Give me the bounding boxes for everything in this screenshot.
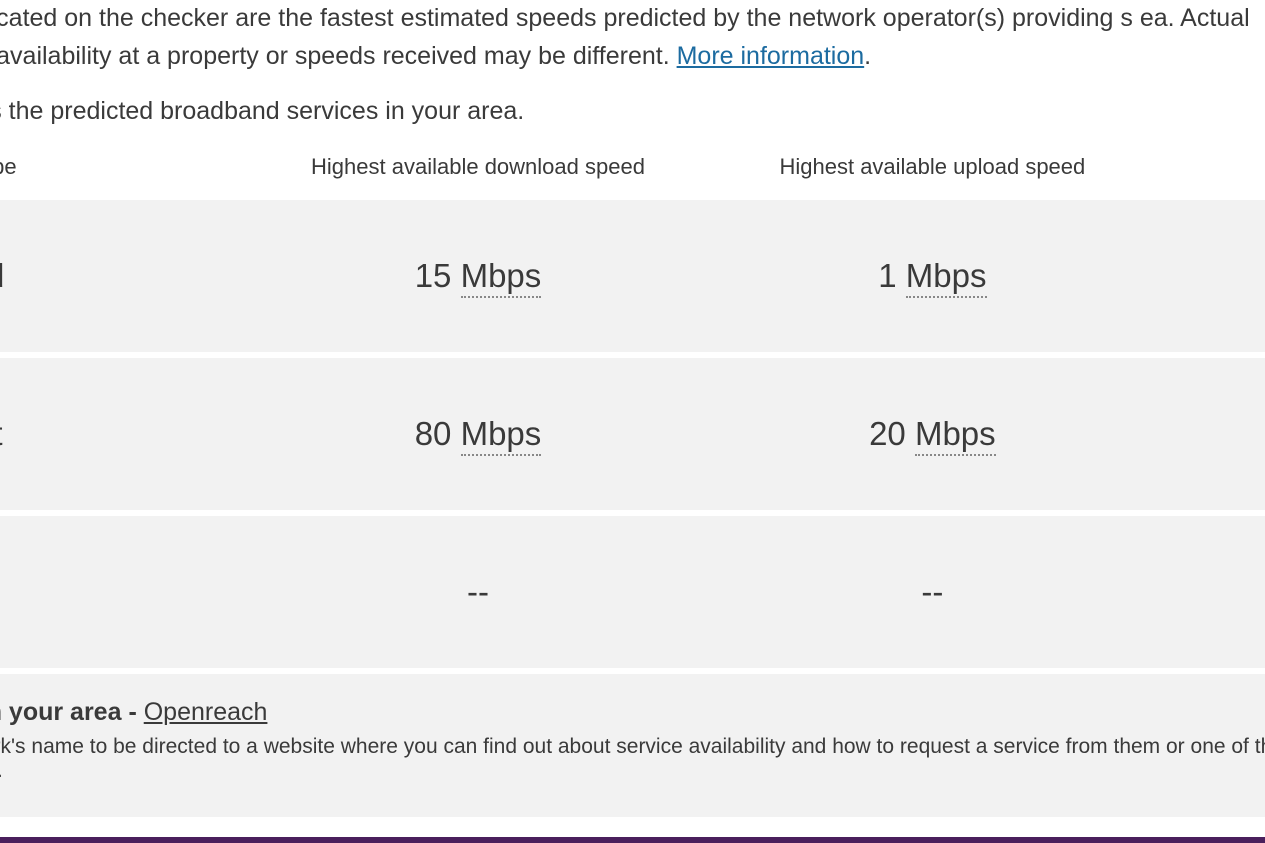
header-upload-speed: Highest available upload speed: [705, 154, 1159, 200]
more-information-link[interactable]: More information: [677, 42, 865, 70]
download-value: 80: [415, 415, 452, 452]
networks-heading: orks in your area - Openreach: [0, 698, 1265, 735]
broadband-table: band type Highest available download spe…: [0, 154, 1265, 674]
table-row: ndard 15 Mbps 1 Mbps: [0, 200, 1265, 355]
intro-paragraph: eds indicated on the checker are the fas…: [0, 0, 1265, 97]
upload-value: 1: [878, 257, 896, 294]
download-unit: Mbps: [461, 257, 542, 298]
openreach-link[interactable]: Openreach: [144, 698, 268, 726]
networks-heading-dash: -: [128, 698, 143, 726]
cell-download: --: [251, 513, 705, 671]
cell-availability: [1160, 513, 1265, 671]
header-broadband-type: band type: [0, 154, 251, 200]
upload-unit: Mbps: [906, 257, 987, 298]
cell-type: afast: [0, 513, 251, 671]
intro-text-after: .: [864, 42, 871, 70]
cell-download: 15 Mbps: [251, 200, 705, 355]
footer-bar: [0, 837, 1265, 843]
header-download-speed: Highest available download speed: [251, 154, 705, 200]
networks-section: orks in your area - Openreach a network'…: [0, 674, 1265, 817]
upload-unit: Mbps: [915, 415, 996, 456]
networks-subtext: a network's name to be directed to a web…: [0, 735, 1265, 783]
cell-availability: [1160, 355, 1265, 513]
cell-download: 80 Mbps: [251, 355, 705, 513]
cell-upload: 1 Mbps: [705, 200, 1159, 355]
table-header-row: band type Highest available download spe…: [0, 154, 1265, 200]
table-caption: e shows the predicted broadband services…: [0, 97, 1265, 154]
cell-upload: --: [705, 513, 1159, 671]
cell-type: ndard: [0, 200, 251, 355]
download-unit: Mbps: [461, 415, 542, 456]
upload-value: --: [921, 573, 943, 610]
download-value: 15: [415, 257, 452, 294]
cell-availability: [1160, 200, 1265, 355]
download-value: --: [467, 573, 489, 610]
cell-type: erfast: [0, 355, 251, 513]
cell-upload: 20 Mbps: [705, 355, 1159, 513]
table-row: afast -- --: [0, 513, 1265, 671]
upload-value: 20: [869, 415, 906, 452]
intro-text-before: eds indicated on the checker are the fas…: [0, 4, 1250, 70]
networks-heading-prefix: orks in your area: [0, 698, 128, 726]
header-availability: Avai: [1160, 154, 1265, 200]
table-row: erfast 80 Mbps 20 Mbps: [0, 355, 1265, 513]
